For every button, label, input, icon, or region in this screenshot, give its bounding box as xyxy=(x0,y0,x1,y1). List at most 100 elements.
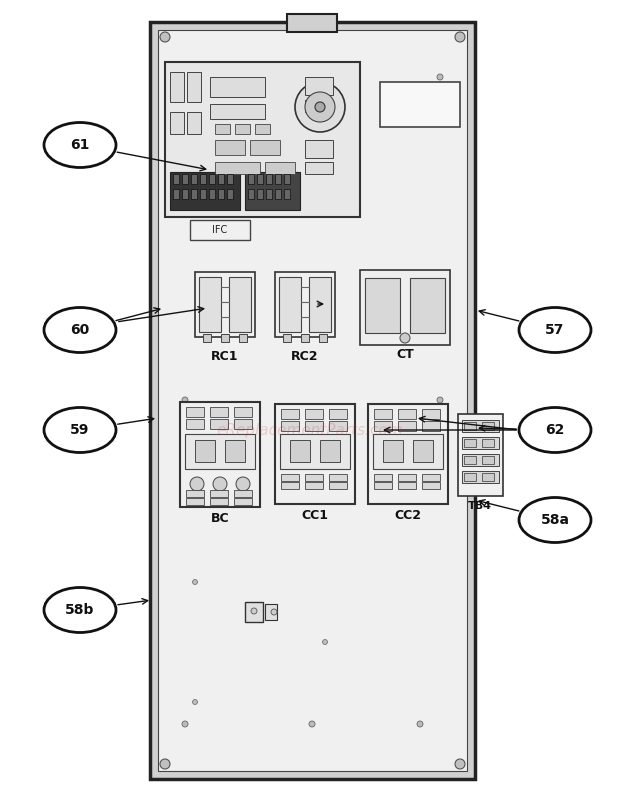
Ellipse shape xyxy=(519,408,591,453)
Bar xyxy=(462,420,499,432)
Bar xyxy=(200,189,206,199)
Bar xyxy=(218,189,224,199)
Bar xyxy=(187,72,201,102)
Bar xyxy=(329,421,347,431)
Circle shape xyxy=(455,32,465,42)
Circle shape xyxy=(192,579,198,585)
Ellipse shape xyxy=(44,308,116,352)
Bar xyxy=(309,277,331,332)
Bar xyxy=(182,189,188,199)
Bar xyxy=(305,409,323,419)
Circle shape xyxy=(309,721,315,727)
Circle shape xyxy=(182,397,188,403)
Bar xyxy=(191,189,197,199)
Bar xyxy=(413,440,433,462)
Circle shape xyxy=(182,74,188,80)
Bar xyxy=(186,407,204,417)
Bar xyxy=(275,189,281,199)
Text: 58a: 58a xyxy=(541,513,570,527)
Bar xyxy=(360,270,450,345)
Bar xyxy=(266,189,272,199)
Bar xyxy=(283,334,291,342)
Bar xyxy=(170,112,184,134)
Bar xyxy=(374,409,392,419)
Text: 58b: 58b xyxy=(65,603,95,617)
Bar xyxy=(305,77,333,95)
Bar xyxy=(239,334,247,342)
Bar xyxy=(190,220,250,240)
Bar xyxy=(186,490,204,497)
Bar xyxy=(257,189,263,199)
Bar xyxy=(227,174,233,184)
Circle shape xyxy=(295,82,345,132)
Bar xyxy=(422,474,440,481)
Bar xyxy=(279,277,301,332)
Bar xyxy=(195,440,215,462)
Bar xyxy=(185,434,255,469)
Circle shape xyxy=(322,639,327,645)
Bar xyxy=(287,14,337,32)
Bar xyxy=(422,421,440,431)
Bar xyxy=(210,77,265,97)
Bar xyxy=(464,456,476,464)
Bar xyxy=(234,498,252,505)
Bar xyxy=(374,421,392,431)
Bar xyxy=(165,62,360,217)
Bar xyxy=(275,174,281,184)
Bar xyxy=(218,174,224,184)
Text: 62: 62 xyxy=(546,423,565,437)
Circle shape xyxy=(251,608,257,614)
Circle shape xyxy=(437,397,443,403)
Ellipse shape xyxy=(44,587,116,633)
Bar xyxy=(280,434,350,469)
Text: eReplacementParts.com: eReplacementParts.com xyxy=(216,422,404,437)
Bar xyxy=(266,174,272,184)
Bar xyxy=(482,473,494,481)
Bar xyxy=(305,421,323,431)
Bar xyxy=(234,490,252,497)
Circle shape xyxy=(160,759,170,769)
Circle shape xyxy=(400,333,410,343)
Text: RC2: RC2 xyxy=(291,350,319,363)
Bar xyxy=(191,174,197,184)
Bar xyxy=(215,140,245,155)
Bar xyxy=(245,602,263,622)
Bar xyxy=(257,174,263,184)
Circle shape xyxy=(190,477,204,491)
Bar xyxy=(422,409,440,419)
Bar xyxy=(398,421,416,431)
Bar xyxy=(281,482,299,489)
Bar xyxy=(281,421,299,431)
Bar xyxy=(255,124,270,134)
Bar xyxy=(221,334,229,342)
Bar xyxy=(410,278,445,333)
Bar xyxy=(329,409,347,419)
Ellipse shape xyxy=(44,408,116,453)
Bar xyxy=(265,162,295,174)
Bar xyxy=(199,277,221,332)
Bar xyxy=(329,474,347,481)
Bar xyxy=(398,409,416,419)
Bar xyxy=(248,189,254,199)
Bar xyxy=(275,404,355,504)
Text: 57: 57 xyxy=(546,323,565,337)
Bar xyxy=(182,174,188,184)
Bar xyxy=(209,174,215,184)
Bar xyxy=(464,439,476,447)
Bar xyxy=(245,172,300,210)
Bar xyxy=(462,437,499,449)
Bar xyxy=(305,482,323,489)
Bar xyxy=(462,454,499,466)
Bar xyxy=(215,162,260,174)
Bar xyxy=(210,419,228,429)
Bar xyxy=(464,473,476,481)
Bar xyxy=(203,334,211,342)
Bar xyxy=(305,474,323,481)
Bar xyxy=(250,140,280,155)
Ellipse shape xyxy=(519,308,591,352)
Circle shape xyxy=(271,609,277,615)
Bar xyxy=(186,498,204,505)
Bar xyxy=(235,124,250,134)
Bar xyxy=(398,482,416,489)
Bar xyxy=(209,189,215,199)
